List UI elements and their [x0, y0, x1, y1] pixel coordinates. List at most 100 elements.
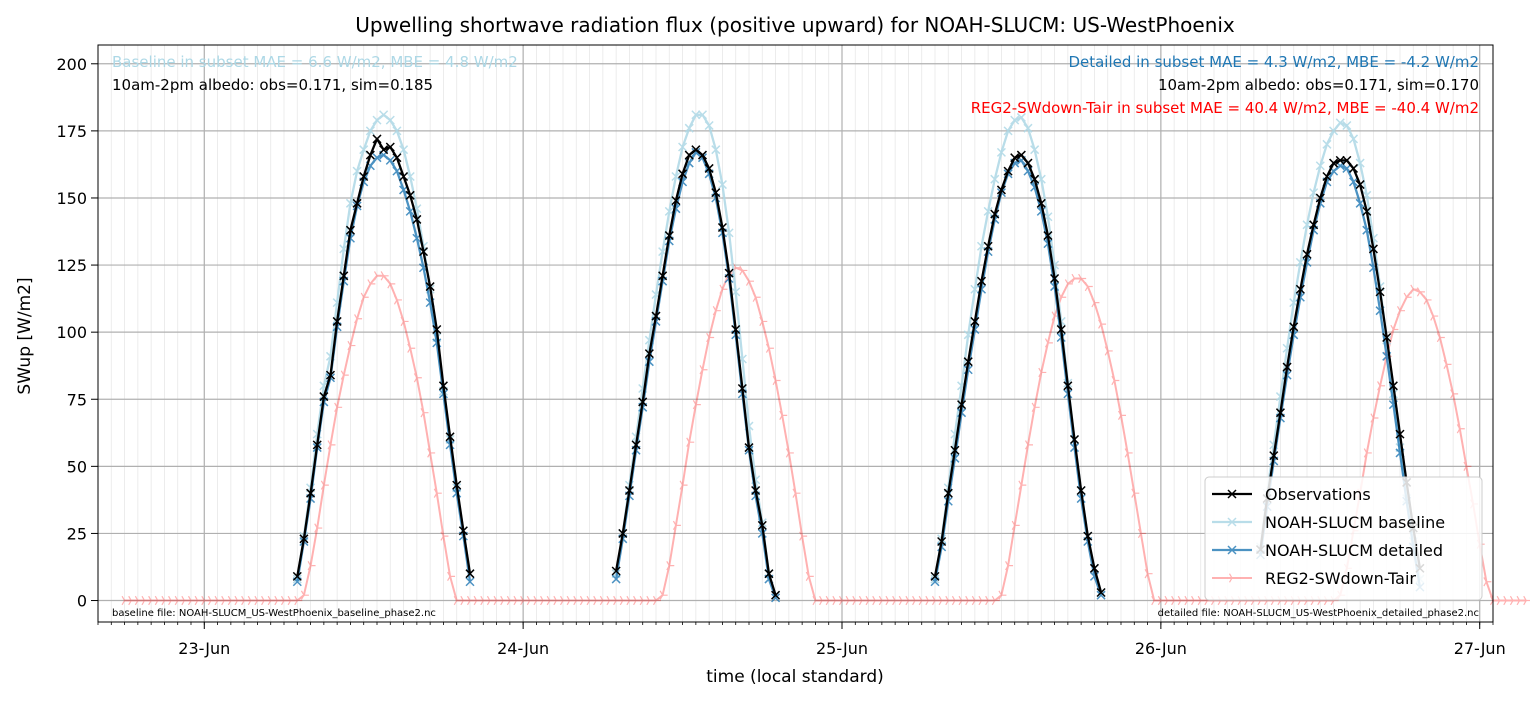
data-point	[267, 595, 276, 606]
data-point	[633, 595, 642, 606]
data-point	[684, 123, 694, 133]
data-point	[1131, 488, 1140, 498]
data-point	[405, 171, 415, 182]
data-point	[819, 595, 828, 606]
data-point	[606, 595, 615, 606]
data-point	[764, 569, 774, 579]
data-point	[1023, 158, 1033, 168]
data-point	[1104, 346, 1113, 356]
data-point	[128, 595, 137, 606]
data-point	[1171, 595, 1180, 606]
data-point	[1191, 595, 1200, 606]
data-point	[1403, 292, 1412, 302]
data-point	[593, 595, 602, 606]
y-tick-label: 175	[56, 122, 87, 141]
data-point	[1177, 595, 1186, 606]
data-point	[611, 574, 621, 584]
data-point	[1396, 306, 1405, 316]
data-point	[838, 595, 847, 606]
data-point	[983, 206, 993, 216]
data-point	[174, 595, 183, 606]
detailed-stats-annotation: Detailed in subset MAE = 4.3 W/m2, MBE =…	[1068, 53, 1479, 71]
data-point	[931, 595, 940, 606]
data-point	[280, 595, 289, 606]
data-point	[1069, 434, 1080, 445]
data-point	[686, 437, 695, 447]
data-point	[1395, 429, 1405, 439]
data-point	[526, 595, 535, 606]
data-point	[1078, 273, 1087, 284]
data-point	[1335, 155, 1345, 165]
x-tick-label: 27-Jun	[1454, 639, 1506, 658]
data-point	[679, 480, 688, 490]
data-point	[697, 110, 708, 120]
data-point	[360, 292, 369, 302]
data-point	[392, 126, 402, 136]
data-point	[1348, 134, 1359, 144]
data-point	[359, 145, 369, 155]
data-point	[405, 190, 415, 200]
data-point	[704, 120, 714, 131]
data-point	[1023, 123, 1033, 133]
data-point	[1096, 587, 1106, 598]
data-point	[385, 155, 395, 165]
data-point	[978, 595, 987, 606]
series-line	[933, 153, 1103, 593]
data-point	[872, 595, 881, 606]
data-point	[724, 268, 734, 278]
data-point	[731, 287, 741, 297]
data-point	[1137, 528, 1146, 539]
data-point	[613, 595, 622, 606]
data-point	[325, 370, 336, 380]
data-point	[652, 595, 661, 606]
data-point	[1096, 590, 1106, 600]
data-point	[832, 595, 841, 606]
data-point	[307, 560, 316, 571]
data-point	[970, 316, 980, 326]
data-point	[812, 595, 821, 606]
data-point	[413, 373, 422, 383]
data-point	[792, 488, 801, 498]
data-point	[312, 440, 322, 450]
data-point	[845, 595, 854, 606]
data-point	[1003, 166, 1013, 176]
data-point	[771, 590, 781, 600]
data-point	[433, 488, 442, 498]
data-point	[412, 214, 422, 224]
data-point	[148, 595, 157, 606]
data-point	[1036, 174, 1046, 184]
data-point	[1083, 531, 1093, 541]
axis-ticks	[91, 63, 1494, 629]
data-point	[692, 399, 701, 410]
data-point	[624, 485, 634, 496]
data-point	[1005, 560, 1014, 571]
data-point	[513, 595, 522, 606]
plot-series	[121, 110, 1530, 606]
data-point	[619, 595, 628, 606]
data-point	[983, 241, 993, 251]
data-point	[1329, 158, 1339, 168]
data-point	[717, 180, 727, 190]
data-point	[221, 595, 230, 606]
data-point	[432, 324, 442, 335]
y-axis-label: SWup [W/m2]	[15, 277, 35, 394]
data-point	[672, 520, 681, 531]
x-tick-label: 23-Jun	[178, 639, 230, 658]
data-point	[699, 365, 708, 375]
data-point	[1377, 381, 1386, 391]
data-point	[1197, 595, 1206, 606]
baseline-file-annotation: baseline file: NOAH-SLUCM_US-WestPhoenix…	[112, 608, 436, 619]
data-point	[1269, 451, 1279, 461]
data-point	[711, 145, 721, 155]
data-point	[425, 282, 435, 292]
data-point	[1063, 381, 1073, 391]
data-point	[825, 595, 834, 606]
data-point	[664, 206, 674, 216]
data-point	[227, 595, 236, 606]
data-point	[306, 488, 316, 498]
data-point	[938, 595, 947, 606]
y-tick-label: 50	[67, 457, 87, 476]
data-point	[724, 228, 734, 238]
data-point	[447, 571, 456, 582]
data-point	[1348, 177, 1359, 187]
